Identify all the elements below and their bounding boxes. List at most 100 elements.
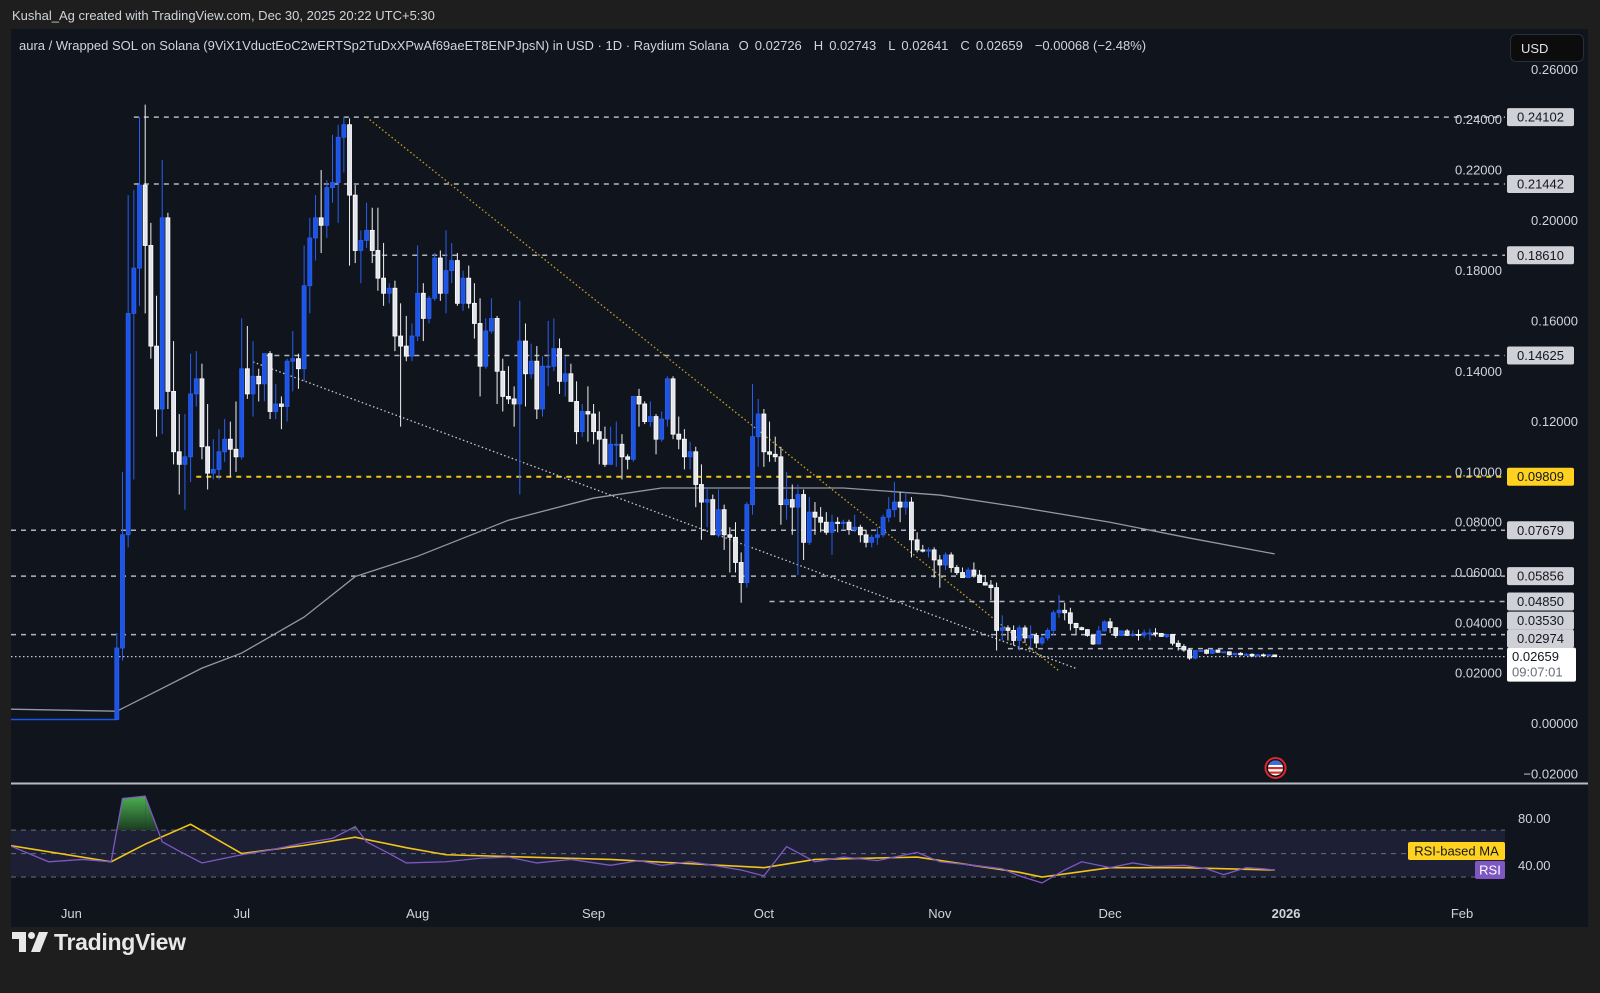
candle-down — [636, 388, 642, 427]
candle-body — [506, 396, 511, 400]
rsi-ma-label-text: RSI-based MA — [1414, 843, 1499, 858]
candle-body — [1238, 652, 1244, 656]
candle-down — [1215, 649, 1221, 654]
candle-up — [1141, 629, 1147, 638]
current-price-value: 0.02659 — [1512, 649, 1559, 664]
currency-button[interactable]: USD — [1510, 34, 1584, 62]
candle-body — [165, 217, 171, 392]
trend-lines[interactable] — [252, 116, 1077, 672]
candle-down — [466, 265, 472, 309]
candle-body — [1119, 630, 1124, 636]
time-axis[interactable]: Jun Jul Aug Sep Oct Nov Dec 2026 Feb — [61, 906, 1473, 921]
price-label-text: 0.24102 — [1517, 110, 1564, 125]
candle-up — [1056, 595, 1062, 618]
candle-up — [926, 547, 931, 558]
candle-up — [432, 253, 438, 301]
candle-body — [579, 411, 585, 433]
candle-down — [176, 414, 182, 495]
current-price-box — [1507, 647, 1576, 682]
candle-body — [137, 184, 142, 269]
candle-body — [437, 257, 443, 294]
price-axis-tick: 0.10000 — [1455, 464, 1502, 479]
candle-up — [517, 300, 523, 495]
candle-up — [716, 489, 721, 538]
candle-body — [869, 536, 875, 543]
trend-line-yellow-dotted[interactable] — [366, 116, 1060, 672]
price-change: −0.00068 (−2.48%) — [1034, 38, 1147, 53]
candle-body — [1113, 627, 1119, 636]
candle-up — [608, 426, 614, 465]
rsi-overbought-fill — [122, 796, 146, 831]
candle-down — [148, 222, 154, 359]
candle-body — [176, 451, 182, 465]
symbol-title[interactable]: aura / Wrapped SOL on Solana (9ViX1Vduct… — [19, 38, 730, 53]
candle-down — [279, 396, 284, 430]
candle-body — [1255, 654, 1261, 657]
candle-body — [449, 260, 455, 272]
candle-body — [330, 182, 335, 188]
ohlc-close: C 0.02659 — [960, 38, 1023, 53]
candle-down — [392, 280, 398, 352]
candle-up — [1192, 650, 1198, 660]
candle-down — [982, 575, 988, 586]
candle-down — [403, 315, 409, 362]
candle-body — [142, 184, 148, 246]
candle-up — [528, 343, 534, 379]
candle-body — [171, 390, 176, 453]
candle-body — [1062, 609, 1068, 614]
candle-up — [1221, 651, 1227, 654]
candle-body — [1226, 651, 1232, 656]
time-axis-label: Nov — [928, 906, 952, 921]
candle-down — [789, 484, 795, 535]
candle-body — [364, 229, 369, 241]
candle-down — [602, 426, 608, 467]
candle-body — [381, 277, 386, 294]
price-axis-tick: 0.22000 — [1455, 162, 1502, 177]
candle-body — [284, 360, 290, 407]
candle-down — [154, 295, 159, 437]
candle-body — [296, 358, 301, 370]
price-label-text: 0.18610 — [1517, 248, 1564, 263]
price-axis-tick: 0.24000 — [1455, 112, 1502, 127]
candle-body — [943, 554, 948, 566]
candle-body — [341, 124, 347, 138]
candle-body — [733, 536, 738, 563]
candle-up — [551, 318, 557, 372]
candle-body — [273, 403, 279, 412]
candle-body — [982, 582, 988, 586]
candle-body — [426, 297, 432, 319]
candle-down — [1079, 626, 1085, 631]
candle-up — [335, 124, 341, 223]
candle-body — [653, 416, 659, 440]
economic-event-icon[interactable] — [1264, 757, 1287, 779]
candle-up — [965, 567, 971, 578]
tradingview-logo-text: TradingView — [54, 928, 186, 955]
candle-body — [239, 368, 245, 458]
candle-down — [205, 403, 211, 490]
candle-body — [1079, 627, 1085, 631]
trend-line-white-dotted[interactable] — [252, 361, 1077, 670]
price-label-box — [1507, 567, 1574, 586]
candle-down — [1085, 629, 1090, 637]
candle-body — [398, 335, 404, 347]
tradingview-logo[interactable]: TradingView — [12, 928, 186, 956]
candle-body — [1266, 654, 1272, 657]
candle-body — [704, 499, 710, 503]
candle-down — [846, 519, 852, 535]
candle-up — [903, 492, 909, 515]
candle-down — [500, 358, 506, 412]
candle-down — [267, 351, 273, 420]
time-axis-label: Jun — [61, 906, 82, 921]
price-axis-tick: 0.08000 — [1455, 515, 1502, 530]
price-axis[interactable]: 0.26000 0.24000 0.22000 0.20000 0.18000 0.160… — [1455, 62, 1578, 781]
candle-body — [154, 345, 159, 410]
candle-body — [1067, 612, 1073, 624]
candle-body — [415, 292, 421, 337]
candles — [11, 104, 1278, 721]
price-axis-tick: 0.06000 — [1455, 565, 1502, 580]
ohlc-low: L 0.02641 — [888, 38, 949, 53]
candle-body — [1107, 621, 1113, 629]
candle-up — [114, 632, 120, 720]
price-axis-tick: −0.02000 — [1523, 766, 1578, 781]
